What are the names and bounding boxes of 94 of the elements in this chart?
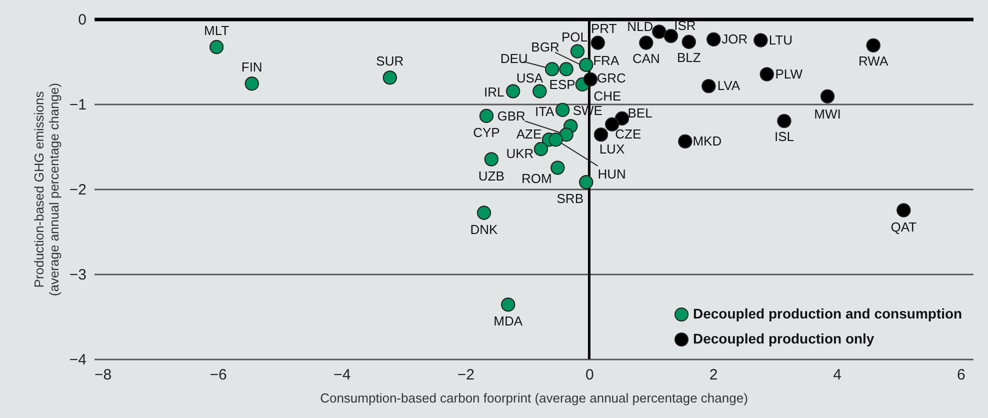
legend-label: Decoupled production only	[693, 330, 874, 346]
point	[579, 58, 594, 72]
annotation: JOR	[722, 31, 748, 46]
annotation: BGR	[531, 40, 560, 55]
annotation: CHE	[594, 88, 622, 104]
annotation: ITA	[534, 104, 555, 119]
point	[545, 62, 560, 76]
annotation: UZB	[478, 168, 504, 184]
annotation: ISR	[674, 18, 696, 33]
point	[678, 134, 692, 148]
annotation: BEL	[628, 105, 652, 120]
point	[559, 62, 574, 76]
point	[754, 33, 768, 48]
annotation: NLD	[627, 18, 654, 34]
x-axis-title: Consumption-based carbon foorprint (average annual percentage change)	[320, 390, 748, 406]
y-tick-label: −3	[69, 266, 86, 284]
y-tick-label: −4	[69, 352, 86, 368]
text: Production-based GHG emissions	[31, 91, 46, 288]
point	[559, 128, 574, 142]
x-tick-label: −4	[334, 366, 351, 384]
annotation: MLT	[204, 23, 230, 38]
annotation: AZE	[516, 126, 542, 142]
legend-label: Decoupled production and consumption	[693, 306, 962, 322]
point	[702, 79, 716, 94]
x-tick-label: −8	[94, 366, 112, 384]
annotation: CYP	[473, 124, 500, 140]
point	[760, 67, 774, 82]
point	[484, 152, 498, 166]
annotation: RWA	[858, 53, 888, 68]
annotation: FIN	[241, 60, 262, 75]
point	[550, 160, 565, 175]
point	[501, 298, 516, 312]
y-tick-label: −1	[69, 96, 86, 114]
point	[476, 206, 491, 220]
annotation: POL	[561, 29, 588, 44]
annotation: SUR	[376, 54, 404, 69]
point	[594, 128, 608, 142]
annotation: FRA	[593, 52, 620, 68]
point	[534, 142, 548, 156]
annotation: IRL	[484, 84, 504, 100]
x-tick-label: 6	[956, 366, 966, 384]
x-tick-label: −2	[457, 366, 474, 384]
point	[382, 70, 397, 85]
point	[820, 89, 835, 104]
point	[570, 44, 584, 58]
annotation: GBR	[497, 108, 526, 124]
annotation: PRT	[590, 20, 617, 36]
annotation: DEU	[500, 51, 528, 66]
y-tick-label: −2	[69, 182, 86, 198]
annotation: MDA	[494, 314, 523, 329]
point	[615, 111, 630, 126]
annotation: QAT	[890, 219, 917, 234]
point	[639, 36, 654, 50]
point	[548, 132, 563, 147]
point	[664, 28, 678, 44]
point	[866, 38, 880, 52]
point	[583, 72, 598, 86]
annotation: USA	[516, 70, 544, 86]
annotation: CAN	[632, 50, 660, 66]
x-tick-label: 4	[833, 366, 842, 384]
point	[896, 203, 911, 218]
text: (average annual percentage change)	[46, 82, 62, 296]
point	[682, 34, 696, 49]
point	[777, 114, 792, 128]
point	[652, 24, 666, 39]
point	[532, 84, 547, 98]
x-tick-label: 2	[709, 366, 718, 384]
point	[479, 108, 494, 123]
y-tick-label: 0	[78, 12, 86, 28]
annotation: LVA	[717, 78, 740, 94]
annotation: ISL	[774, 129, 794, 144]
point	[210, 40, 224, 54]
annotation: HUN	[598, 166, 626, 182]
annotation: MKD	[692, 133, 722, 148]
point	[590, 36, 605, 50]
point	[244, 76, 259, 91]
annotation: MWI	[814, 106, 841, 122]
annotation: LTU	[768, 32, 792, 48]
annotation: UKR	[506, 146, 534, 162]
point	[706, 32, 721, 46]
annotation: ESP	[549, 77, 576, 92]
annotation: SRB	[556, 191, 584, 206]
annotation: DNK	[470, 222, 498, 237]
annotation: GRC	[597, 70, 626, 86]
point	[506, 84, 520, 98]
x-tick-label: 0	[586, 366, 594, 384]
annotation: LUX	[599, 142, 625, 157]
x-tick-label: −6	[210, 366, 227, 384]
annotation: BLZ	[676, 50, 701, 65]
annotation: PLW	[775, 66, 804, 82]
annotation: ROM	[521, 170, 552, 186]
point	[579, 175, 594, 190]
annotation: CZE	[615, 126, 642, 142]
point	[556, 102, 570, 117]
